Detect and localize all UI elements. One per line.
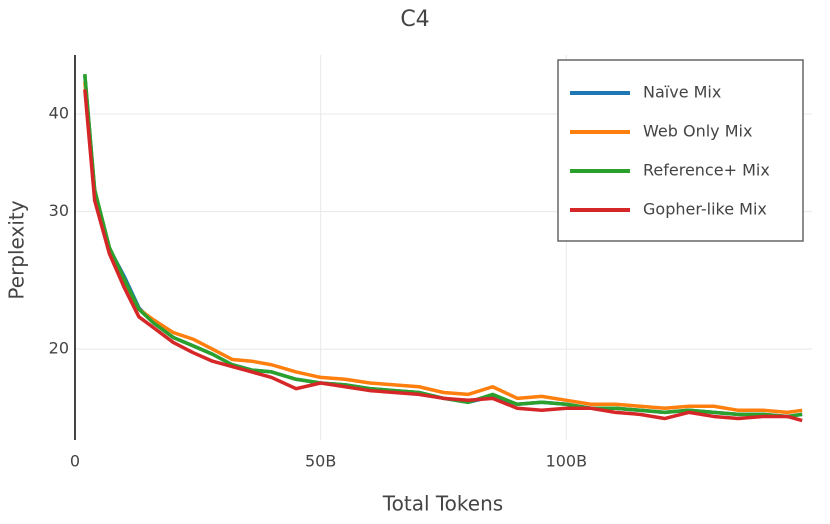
y-axis-title: Perplexity — [5, 200, 29, 299]
data-line — [83, 81, 803, 415]
y-tick-label: 20 — [49, 339, 69, 358]
data-line — [83, 89, 803, 423]
x-axis-title: Total Tokens — [382, 492, 503, 516]
y-tick-label: 40 — [49, 104, 69, 123]
chart-title: C4 — [400, 7, 429, 32]
legend-label: Web Only Mix — [643, 122, 752, 141]
legend-label: Gopher-like Mix — [643, 200, 767, 219]
legend-label: Naïve Mix — [643, 83, 721, 102]
y-tick-label: 30 — [49, 201, 69, 220]
x-tick-label: 0 — [70, 452, 80, 471]
x-tick-label: 100B — [546, 452, 588, 471]
data-line — [83, 73, 803, 419]
x-tick-label: 50B — [305, 452, 336, 471]
legend-label: Reference+ Mix — [643, 161, 770, 180]
